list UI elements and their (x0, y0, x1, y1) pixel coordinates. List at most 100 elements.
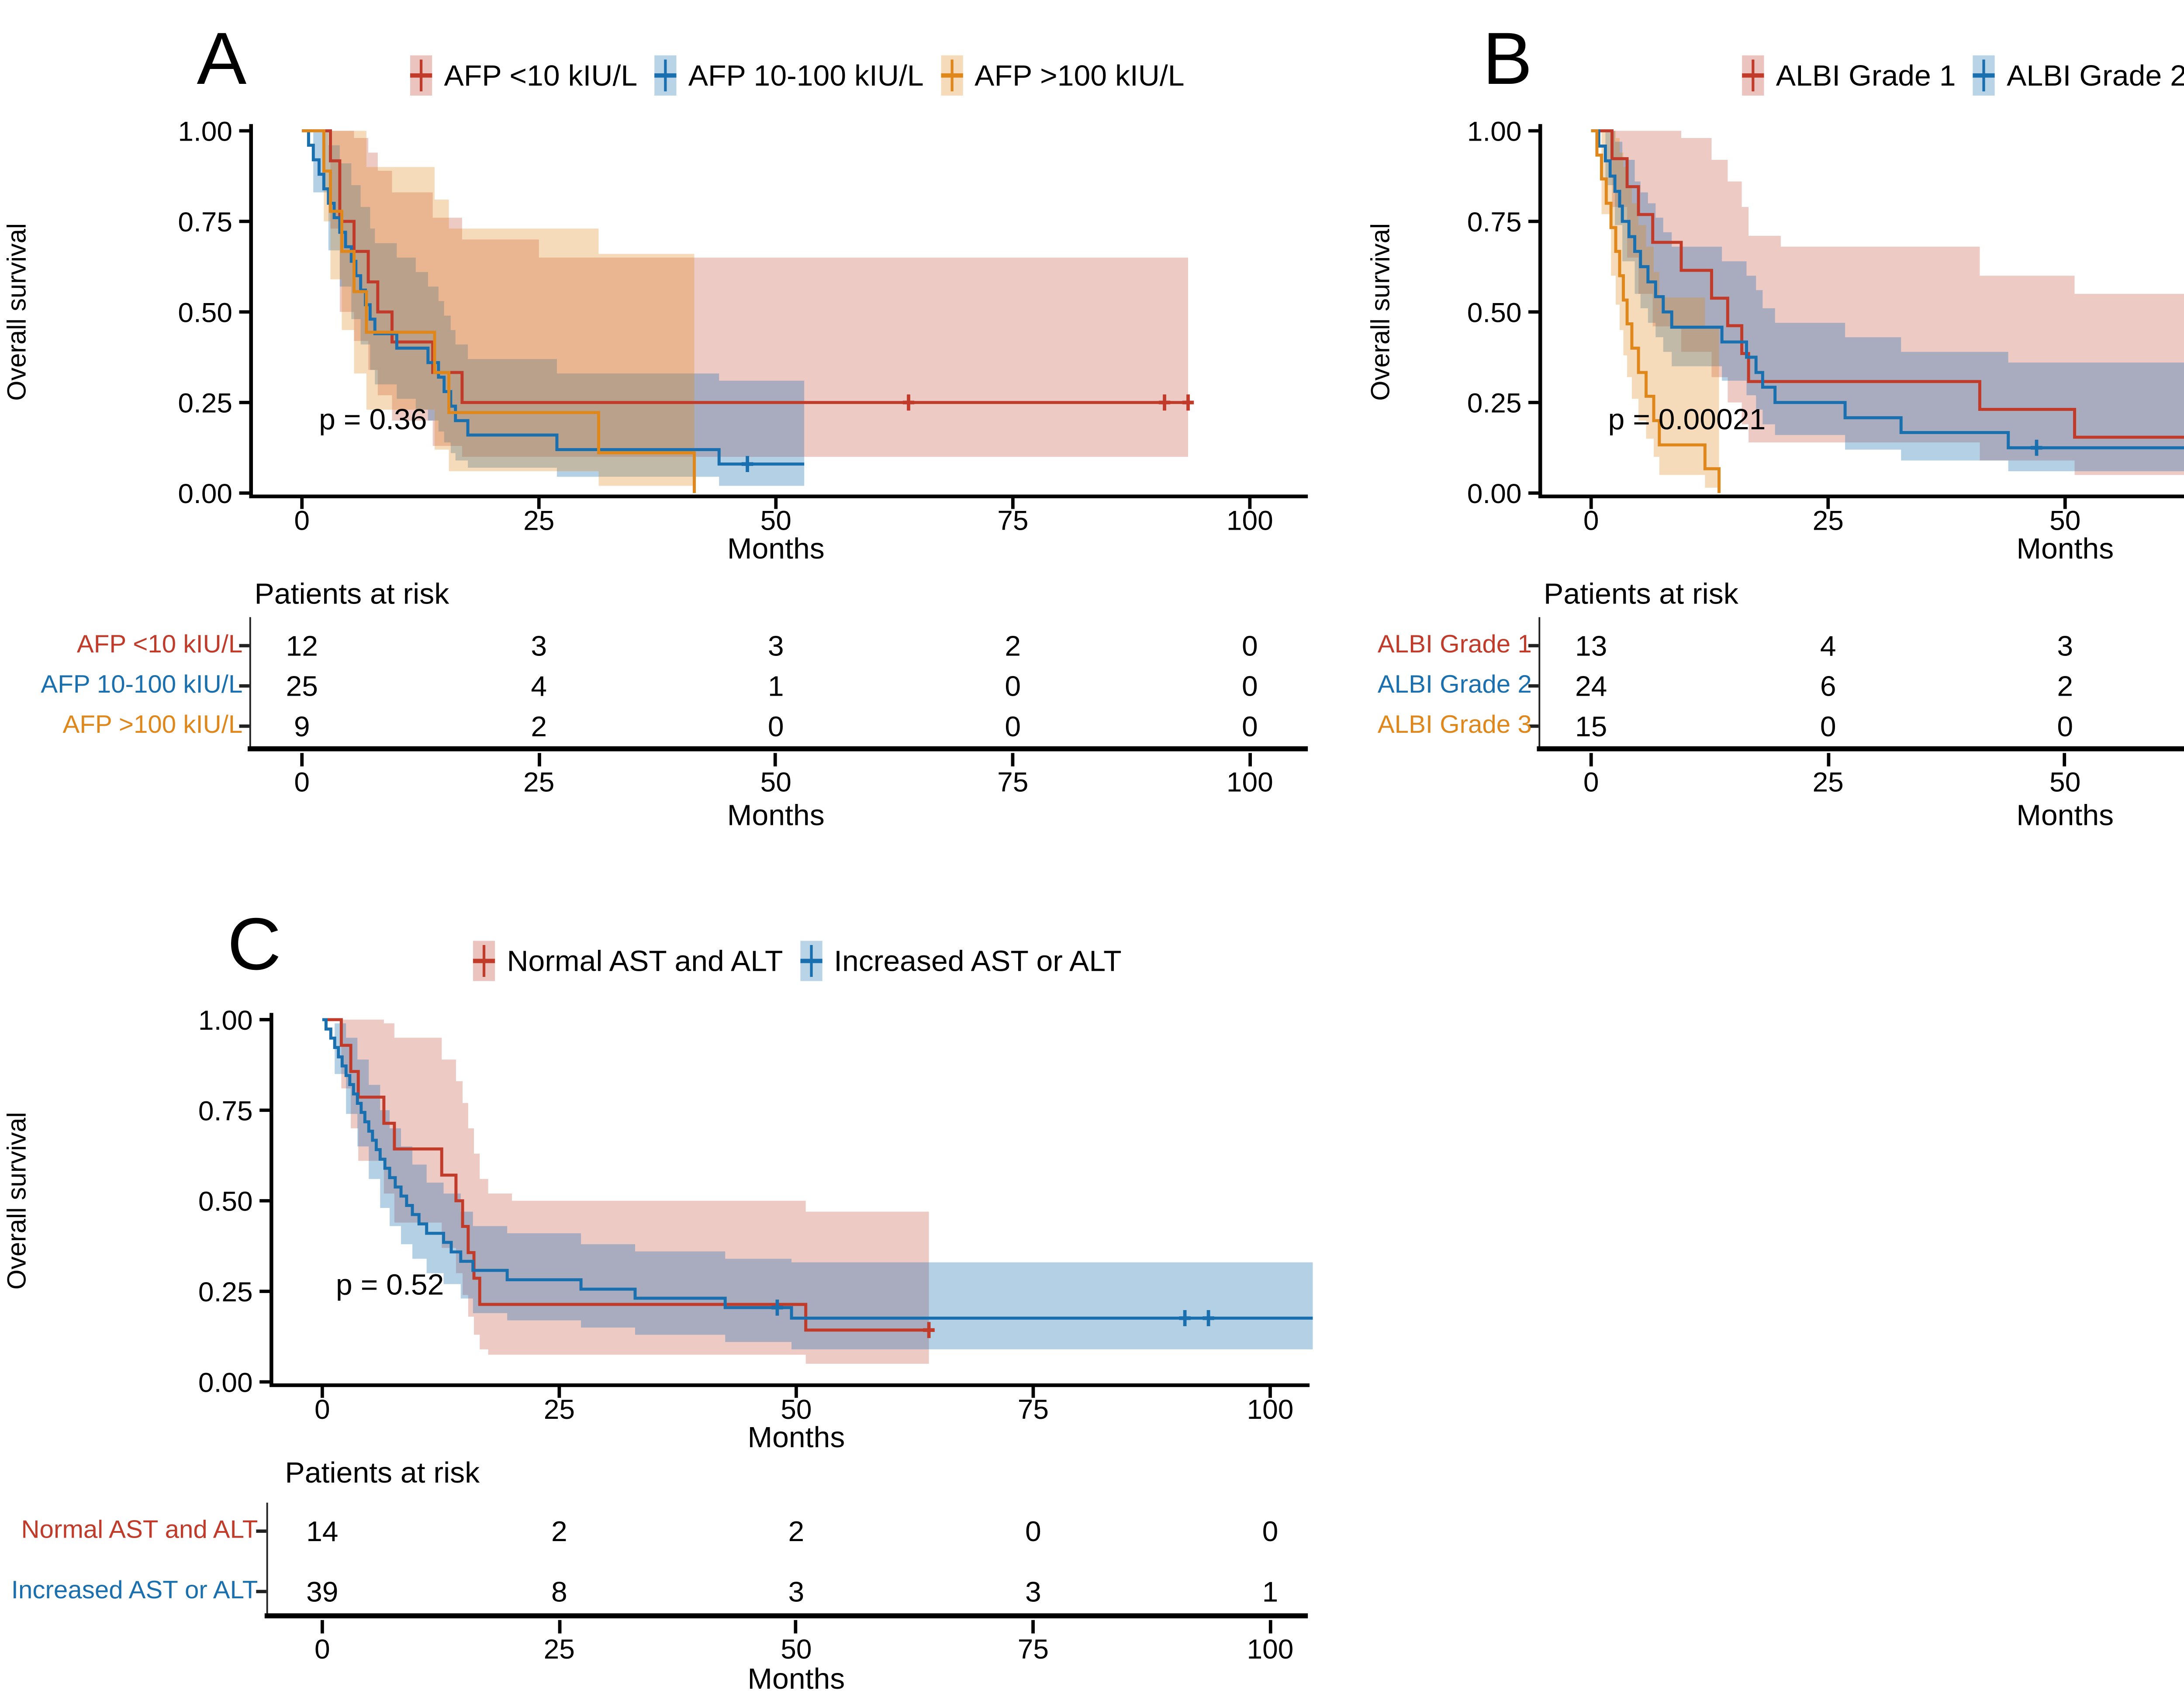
legend-key-censor-icon (654, 55, 677, 96)
risk-count: 0 (1820, 710, 1836, 742)
x-tick-label: 0 (294, 505, 310, 536)
risk-count: 1 (767, 670, 784, 702)
legend-item-1: ALBI Grade 2 (1973, 54, 2184, 97)
risk-table-axis-line (248, 617, 251, 750)
risk-row-label-2: ALBI Grade 3 (1377, 711, 1532, 740)
legend-item-2: AFP >100 kIU/L (940, 54, 1185, 97)
risk-table-x-axis (1537, 746, 2184, 752)
risk-count: 24 (1575, 670, 1607, 702)
legend-label-0: ALBI Grade 1 (1776, 58, 1956, 92)
risk-x-tick (1011, 753, 1015, 766)
risk-x-tick (1589, 753, 1593, 766)
risk-count: 6 (1820, 670, 1836, 702)
y-tick-label: 0.50 (1467, 297, 1522, 328)
risk-row-label-0: Normal AST and ALT (21, 1516, 258, 1545)
legend-key-censor-icon (1742, 55, 1764, 96)
legend-label-0: AFP <10 kIU/L (444, 58, 638, 92)
survival-curve-0 (322, 1018, 929, 1332)
risk-row-tick (1528, 724, 1538, 728)
risk-count: 0 (1025, 1515, 1041, 1547)
risk-x-tick-label: 50 (781, 1635, 812, 1666)
censor-mark (1182, 394, 1194, 411)
y-tick-label: 0.75 (198, 1095, 253, 1127)
risk-count: 4 (1820, 630, 1836, 662)
panel-b-letter: B (1482, 18, 1533, 101)
risk-x-tick (1826, 753, 1830, 766)
risk-row-label-0: AFP <10 kIU/L (76, 630, 243, 659)
panel-a-legend: AFP <10 kIU/L AFP 10-100 kIU/L AFP >100 kI… (410, 50, 1185, 100)
panel-b-risk-table-title: Patients at risk (1543, 577, 1738, 611)
risk-x-tick (1031, 1620, 1035, 1633)
x-axis-title: Months (2016, 532, 2114, 565)
x-tick-label: 50 (760, 505, 791, 536)
survival-curve-2 (1591, 129, 1721, 493)
p-value: p = 0.00021 (1608, 403, 1766, 436)
risk-x-tick-label: 100 (1247, 1635, 1294, 1666)
risk-count: 8 (551, 1575, 567, 1607)
risk-row-tick (239, 643, 249, 648)
y-tick-label: 0.50 (178, 297, 232, 328)
x-axis-title: Months (747, 1421, 845, 1454)
x-tick-label: 25 (544, 1393, 575, 1425)
panel-a-risk-table-title: Patients at risk (254, 577, 449, 611)
y-tick-label: 0.25 (198, 1276, 253, 1307)
risk-count: 0 (1241, 630, 1258, 662)
risk-count: 12 (286, 630, 318, 662)
risk-table-axis-line (1538, 617, 1541, 750)
risk-count: 1 (1262, 1575, 1279, 1607)
x-axis-title: Months (727, 532, 825, 565)
risk-row-label-1: Increased AST or ALT (11, 1576, 258, 1605)
risk-row-tick (1528, 643, 1538, 648)
x-tick-label: 50 (2049, 505, 2080, 536)
risk-count: 2 (531, 710, 547, 742)
legend-item-1: Increased AST or ALT (800, 939, 1122, 983)
y-tick-label: 0.75 (178, 206, 232, 238)
panel-a-survival-plot: 0.00 0.25 0.50 0.75 1.00 0 25 50 75 100 Months p = … (178, 116, 1308, 565)
panel-c-letter: C (227, 904, 281, 986)
panel-c-legend: Normal AST and ALT Increased AST or ALT (473, 936, 1122, 986)
risk-row-label-0: ALBI Grade 1 (1377, 630, 1532, 659)
risk-count: 3 (531, 630, 547, 662)
risk-table-x-axis (247, 746, 1308, 752)
risk-x-tick-label: 100 (1226, 768, 1273, 798)
survival-curve-2 (302, 129, 696, 493)
risk-count: 0 (1241, 670, 1258, 702)
x-tick-label: 75 (1018, 1393, 1049, 1425)
risk-count: 0 (767, 710, 784, 742)
risk-x-tick (537, 753, 541, 766)
legend-key-censor-icon (1973, 55, 1995, 96)
p-value: p = 0.36 (319, 403, 427, 436)
y-tick-label: 0.00 (1467, 478, 1522, 509)
panel-c-risk-table-title: Patients at risk (285, 1456, 480, 1490)
risk-count: 15 (1575, 710, 1607, 742)
censor-mark (1158, 394, 1171, 411)
risk-row-label-1: ALBI Grade 2 (1377, 671, 1532, 700)
risk-row-label-2: AFP >100 kIU/L (62, 711, 243, 740)
risk-x-tick (320, 1620, 324, 1633)
survival-curve-1 (1591, 129, 2184, 449)
risk-count: 14 (306, 1515, 339, 1547)
censor-mark (923, 1322, 935, 1338)
censor-mark (902, 394, 915, 411)
risk-row-tick (239, 724, 249, 728)
risk-count: 0 (1241, 710, 1258, 742)
risk-count: 0 (1262, 1515, 1279, 1547)
risk-x-axis-title: Months (747, 1662, 845, 1696)
y-tick-label: 1.00 (198, 1004, 253, 1036)
legend-item-1: AFP 10-100 kIU/L (654, 54, 924, 97)
legend-label-0: Normal AST and ALT (507, 943, 783, 977)
censor-mark (1203, 1310, 1214, 1326)
censor-mark (771, 1299, 783, 1316)
y-tick-label: 0.00 (198, 1367, 253, 1398)
ci-band-0 (302, 131, 1189, 457)
risk-x-tick (1268, 1620, 1272, 1633)
risk-x-tick (1248, 753, 1252, 766)
risk-count: 3 (767, 630, 784, 662)
legend-item-0: ALBI Grade 1 (1742, 54, 1956, 97)
legend-label-1: Increased AST or ALT (834, 943, 1122, 977)
risk-x-tick-label: 25 (1812, 768, 1844, 798)
risk-row-tick (239, 683, 249, 688)
